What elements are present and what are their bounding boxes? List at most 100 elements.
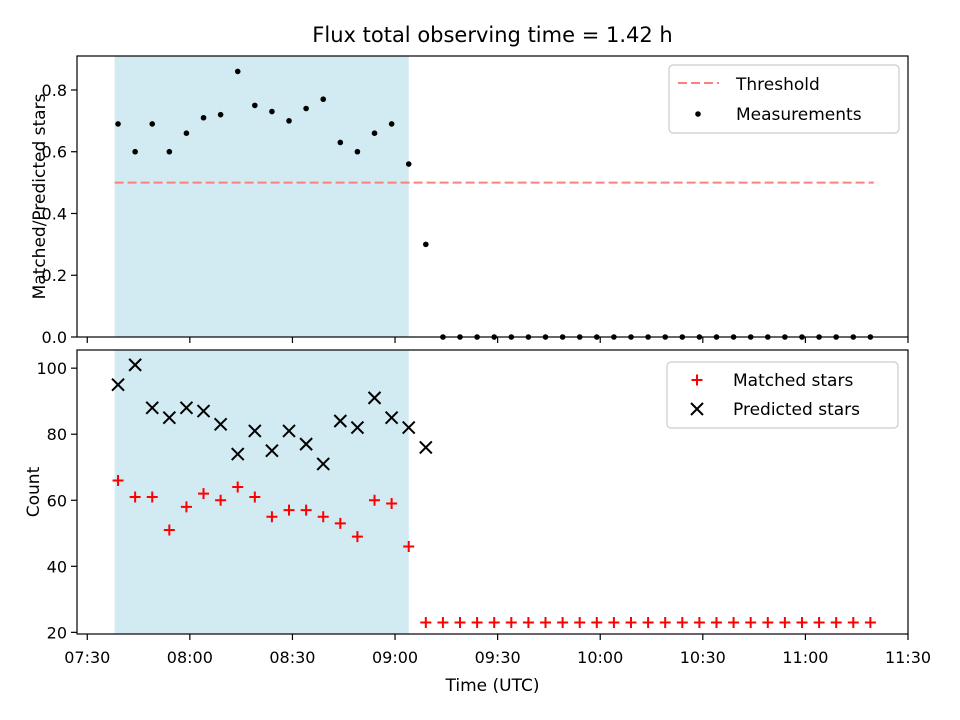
x-tick-label: 09:30 (475, 648, 521, 667)
matched-star-point (847, 616, 859, 628)
matched-star-point (488, 616, 500, 628)
matched-star-point (129, 491, 141, 503)
measurement-point (303, 105, 309, 112)
measurement-point (132, 148, 138, 155)
y-tick-label: 80 (47, 425, 67, 444)
observing-window-region (114, 56, 409, 337)
matched-star-point (642, 616, 654, 628)
y-tick-label: 40 (47, 557, 67, 576)
top-plot-frame (76, 55, 909, 338)
legend-predicted-label: Predicted stars (733, 400, 860, 420)
y-tick-label: 0.6 (42, 143, 67, 162)
matched-star-point (317, 511, 329, 523)
matched-star-point (591, 616, 603, 628)
y-tick-label: 0.8 (42, 81, 67, 100)
matched-star-point (232, 481, 244, 493)
matched-star-point (215, 494, 227, 506)
y-tick-label: 60 (47, 491, 67, 510)
matched-star-point (728, 616, 740, 628)
matched-star-point (471, 616, 483, 628)
matched-star-point (403, 540, 415, 552)
x-tick-label: 11:00 (782, 648, 828, 667)
matched-star-point (693, 616, 705, 628)
predicted-star-point (248, 424, 262, 438)
bottom-y-axis-label: Count (24, 466, 44, 517)
measurement-point (234, 68, 241, 75)
bottom-legend (666, 361, 899, 429)
top-legend (668, 64, 900, 134)
x-tick-label: 11:30 (885, 648, 931, 667)
measurement-point (320, 96, 327, 103)
predicted-star-point (179, 401, 194, 415)
legend-measurements-label: Measurements (736, 105, 862, 125)
matched-star-point (420, 616, 432, 628)
predicted-star-point (316, 457, 330, 471)
predicted-star-point (402, 420, 416, 435)
matched-star-point (659, 616, 671, 628)
matched-star-point (676, 616, 688, 628)
predicted-star-point (333, 414, 348, 428)
measurement-point (269, 108, 275, 115)
measurement-point (423, 241, 429, 248)
legend-threshold-label: Threshold (735, 75, 820, 95)
top-y-axis-label: Matched/Predicted stars (30, 93, 50, 299)
measurement-point (115, 121, 121, 127)
matched-star-point (112, 474, 124, 486)
measurement-point (166, 148, 173, 155)
matched-star-point (710, 616, 722, 628)
y-tick-label: 20 (47, 623, 67, 642)
matched-star-point (334, 517, 346, 529)
bottom-plot-frame (76, 349, 909, 635)
predicted-star-point (111, 377, 125, 392)
matched-star-point (249, 491, 261, 503)
measurement-point (354, 148, 361, 155)
matched-star-point (762, 616, 774, 628)
x-tick-label: 08:00 (167, 648, 213, 667)
measurement-point (149, 121, 156, 127)
matched-star-point (283, 504, 295, 516)
background-layer (114, 56, 409, 634)
predicted-star-point (145, 401, 159, 415)
matched-star-point (386, 498, 398, 510)
matched-star-point (864, 616, 876, 628)
measurement-point (405, 161, 412, 167)
legend-matched-label: Matched stars (733, 371, 853, 391)
matched-star-point (369, 494, 381, 506)
x-tick-label: 09:00 (372, 648, 418, 667)
matched-star-point (830, 616, 842, 628)
matched-star-point (198, 488, 210, 500)
matched-star-point (437, 616, 449, 628)
predicted-star-point (213, 417, 228, 432)
matched-star-point (505, 616, 517, 628)
predicted-star-point (282, 424, 296, 438)
legend-predicted-swatch (690, 402, 704, 416)
chart-title: Flux total observing time = 1.42 h (312, 23, 672, 47)
x-tick-label: 08:30 (269, 648, 315, 667)
predicted-star-point (128, 358, 142, 372)
matched-star-point (779, 616, 791, 628)
x-tick-label: 10:30 (680, 648, 726, 667)
measurement-point (183, 130, 190, 136)
matched-star-point (180, 501, 192, 513)
x-tick-label: 10:00 (577, 648, 623, 667)
y-tick-label: 100 (36, 359, 67, 378)
legend-matched-swatch (691, 374, 703, 386)
measurement-point (371, 130, 378, 136)
predicted-star-point (384, 410, 399, 425)
matched-star-point (813, 616, 825, 628)
predicted-star-point (367, 391, 382, 405)
measurement-point (200, 114, 207, 121)
matched-star-point (540, 616, 552, 628)
measurement-point (286, 118, 292, 124)
predicted-star-point (231, 447, 245, 461)
matched-star-point (454, 616, 466, 628)
matched-star-point (163, 524, 175, 536)
matched-star-point (608, 616, 620, 628)
matched-star-point (625, 616, 637, 628)
marks-layer (111, 68, 876, 628)
predicted-star-point (299, 437, 313, 451)
matched-star-point (351, 531, 363, 543)
predicted-star-point (196, 404, 211, 418)
measurement-point (337, 139, 344, 146)
